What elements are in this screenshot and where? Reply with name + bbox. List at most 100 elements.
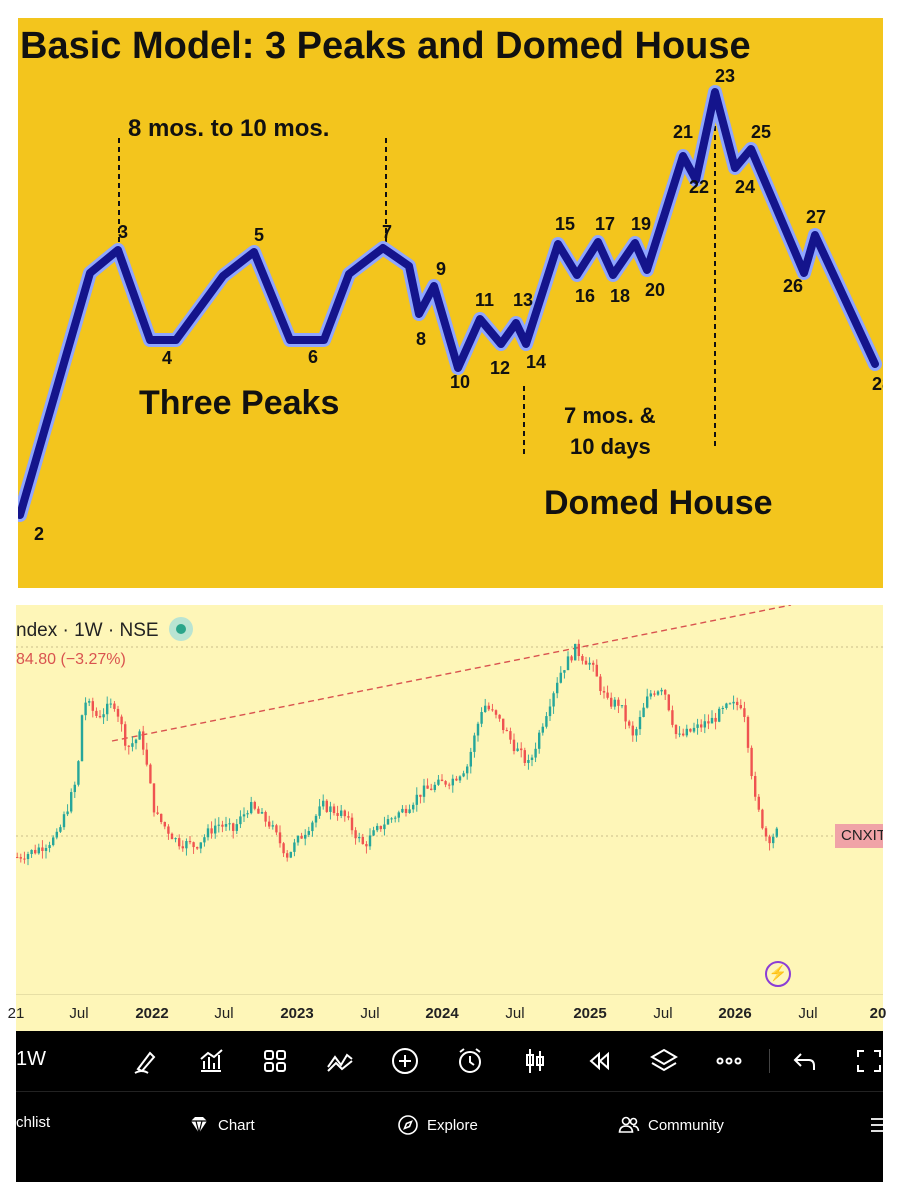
candle xyxy=(221,824,224,827)
nav-community[interactable]: Community xyxy=(618,1114,724,1136)
indicators-icon[interactable] xyxy=(195,1045,227,1077)
point-label: 22 xyxy=(689,177,709,197)
candle xyxy=(412,804,415,810)
candle xyxy=(62,814,66,828)
candle xyxy=(455,778,458,781)
candle xyxy=(527,759,530,763)
undo-icon[interactable] xyxy=(789,1045,821,1077)
candle xyxy=(624,705,627,722)
time-axis[interactable]: 21 Jul 2022 Jul 2023 Jul 2024 Jul 2025 J… xyxy=(8,994,886,1031)
candle xyxy=(343,810,346,817)
candle xyxy=(656,691,660,695)
candle xyxy=(462,773,465,777)
candle xyxy=(592,662,595,665)
patterns-icon[interactable] xyxy=(324,1045,356,1077)
candle xyxy=(145,749,148,765)
candle-type-icon[interactable] xyxy=(519,1045,551,1077)
candle xyxy=(214,825,217,834)
section-three-peaks: Three Peaks xyxy=(139,384,339,422)
draw-icon[interactable] xyxy=(130,1045,162,1077)
candle xyxy=(88,701,91,703)
candle xyxy=(296,835,300,843)
candle xyxy=(55,831,58,838)
candle xyxy=(134,739,138,744)
candle xyxy=(350,817,354,831)
fullscreen-icon[interactable] xyxy=(853,1045,885,1077)
candle xyxy=(710,717,714,724)
candle xyxy=(376,825,379,831)
candle xyxy=(361,836,364,845)
point-label: 2 xyxy=(34,524,44,544)
diagram-title: Basic Model: 3 Peaks and Domed House xyxy=(20,25,751,67)
layout-icon[interactable] xyxy=(259,1045,291,1077)
resistance-trendline[interactable] xyxy=(111,605,792,742)
point-label: 20 xyxy=(645,280,665,300)
candle xyxy=(512,739,516,752)
candle xyxy=(73,784,76,793)
chart-diamond-icon xyxy=(191,1117,207,1134)
menu-icon[interactable] xyxy=(868,1114,890,1136)
interval-button[interactable]: 1W xyxy=(16,1048,46,1070)
candle xyxy=(178,838,181,847)
candle xyxy=(311,822,314,832)
candle xyxy=(242,814,246,817)
price-chart[interactable]: ndex · 1W · NSE 84.80 (−3.27%) CNXIT ⚡ xyxy=(16,605,883,1030)
nav-community-label: Community xyxy=(648,1116,724,1134)
candle xyxy=(253,802,256,809)
tick-label: Jul xyxy=(653,1005,673,1022)
candle xyxy=(638,716,642,730)
compass-icon xyxy=(398,1115,418,1135)
point-label: 13 xyxy=(513,290,533,310)
section-domed-house: Domed House xyxy=(544,484,773,522)
nav-explore[interactable]: Explore xyxy=(397,1114,478,1136)
candle xyxy=(700,724,703,728)
candle xyxy=(631,725,634,736)
symbol-price-tag: CNXIT xyxy=(835,824,883,848)
candle xyxy=(275,825,278,833)
community-icon xyxy=(618,1116,640,1133)
candle xyxy=(152,783,156,813)
nav-chart[interactable]: Chart xyxy=(188,1114,255,1136)
candle xyxy=(332,806,336,814)
price-chart-svg[interactable] xyxy=(16,605,883,995)
candle xyxy=(365,844,368,847)
candle xyxy=(502,718,505,731)
candle xyxy=(718,708,721,722)
candle xyxy=(98,715,102,718)
lightning-icon[interactable]: ⚡ xyxy=(765,961,791,987)
point-label: 24 xyxy=(735,177,755,197)
chart-symbol-header[interactable]: ndex · 1W · NSE xyxy=(16,617,193,643)
span-label-1: 8 mos. to 10 mos. xyxy=(128,115,329,142)
candle xyxy=(142,731,145,750)
candle xyxy=(584,660,588,665)
add-icon[interactable] xyxy=(389,1045,421,1077)
candle xyxy=(257,808,260,814)
candle xyxy=(764,828,768,837)
candle xyxy=(588,662,591,665)
candle xyxy=(440,779,444,782)
candle xyxy=(156,812,159,814)
layers-icon[interactable] xyxy=(648,1045,680,1077)
candle xyxy=(174,838,177,840)
candle xyxy=(307,831,310,835)
more-icon[interactable] xyxy=(713,1045,745,1077)
candle xyxy=(336,813,339,816)
candle xyxy=(48,845,51,849)
candle xyxy=(59,827,62,832)
point-label: 8 xyxy=(416,329,426,349)
candle xyxy=(192,842,195,848)
nav-watchlist[interactable]: chlist xyxy=(16,1114,50,1131)
candle xyxy=(574,643,577,661)
alert-icon[interactable] xyxy=(454,1045,486,1077)
candle xyxy=(674,724,678,735)
candle xyxy=(649,693,652,697)
candle xyxy=(419,794,422,797)
candle xyxy=(397,812,400,818)
candle xyxy=(617,699,620,706)
replay-icon[interactable] xyxy=(583,1045,615,1077)
point-label: 27 xyxy=(806,207,826,227)
candle xyxy=(232,823,235,831)
candle xyxy=(235,824,238,831)
candle xyxy=(725,703,728,708)
candle xyxy=(379,825,382,830)
